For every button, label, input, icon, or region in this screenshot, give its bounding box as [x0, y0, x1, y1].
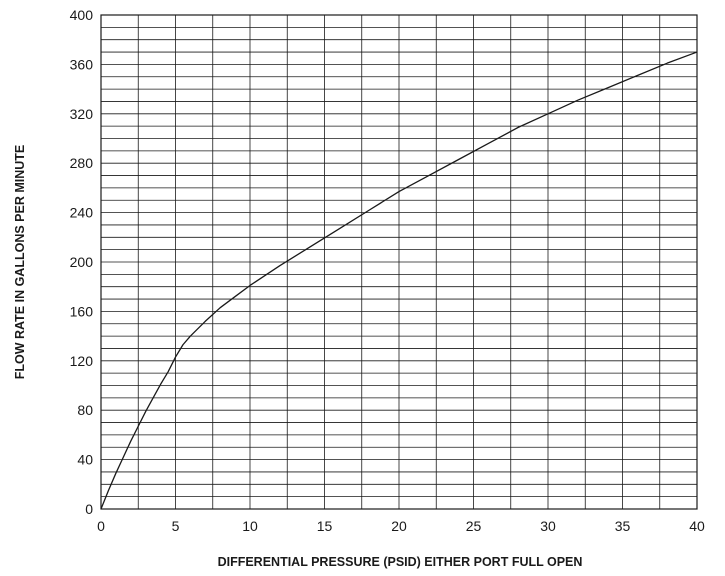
- y-tick-label: 120: [70, 353, 94, 369]
- y-tick-label: 160: [70, 303, 94, 319]
- x-tick-label: 10: [242, 518, 258, 534]
- x-tick-label: 40: [689, 518, 705, 534]
- x-tick-label: 20: [391, 518, 407, 534]
- y-tick-label: 40: [77, 452, 93, 468]
- grid-lines: [101, 15, 697, 509]
- x-tick-label: 30: [540, 518, 556, 534]
- y-tick-label: 240: [70, 205, 94, 221]
- y-tick-labels: 0 40 80 120 160 200 240 280 320 360 400: [70, 7, 94, 517]
- x-tick-label: 5: [172, 518, 180, 534]
- y-axis-label: FLOW RATE IN GALLONS PER MINUTE: [13, 145, 27, 379]
- plot-border: [100, 14, 698, 510]
- plot-frame: [100, 14, 698, 510]
- series-group: [100, 51, 698, 510]
- series-line-0: [100, 51, 698, 510]
- x-tick-label: 0: [97, 518, 105, 534]
- x-tick-label: 35: [615, 518, 631, 534]
- x-axis-label: DIFFERENTIAL PRESSURE (PSID) EITHER PORT…: [218, 555, 583, 569]
- y-tick-label: 0: [85, 501, 93, 517]
- y-tick-label: 320: [70, 106, 94, 122]
- y-tick-label: 280: [70, 155, 94, 171]
- y-tick-label: 400: [70, 7, 94, 23]
- x-tick-label: 15: [317, 518, 333, 534]
- x-tick-labels: 0 5 10 15 20 25 30 35 40: [97, 518, 705, 534]
- x-tick-label: 25: [466, 518, 482, 534]
- y-tick-label: 80: [77, 402, 93, 418]
- y-tick-label: 200: [70, 254, 94, 270]
- y-tick-label: 360: [70, 56, 94, 72]
